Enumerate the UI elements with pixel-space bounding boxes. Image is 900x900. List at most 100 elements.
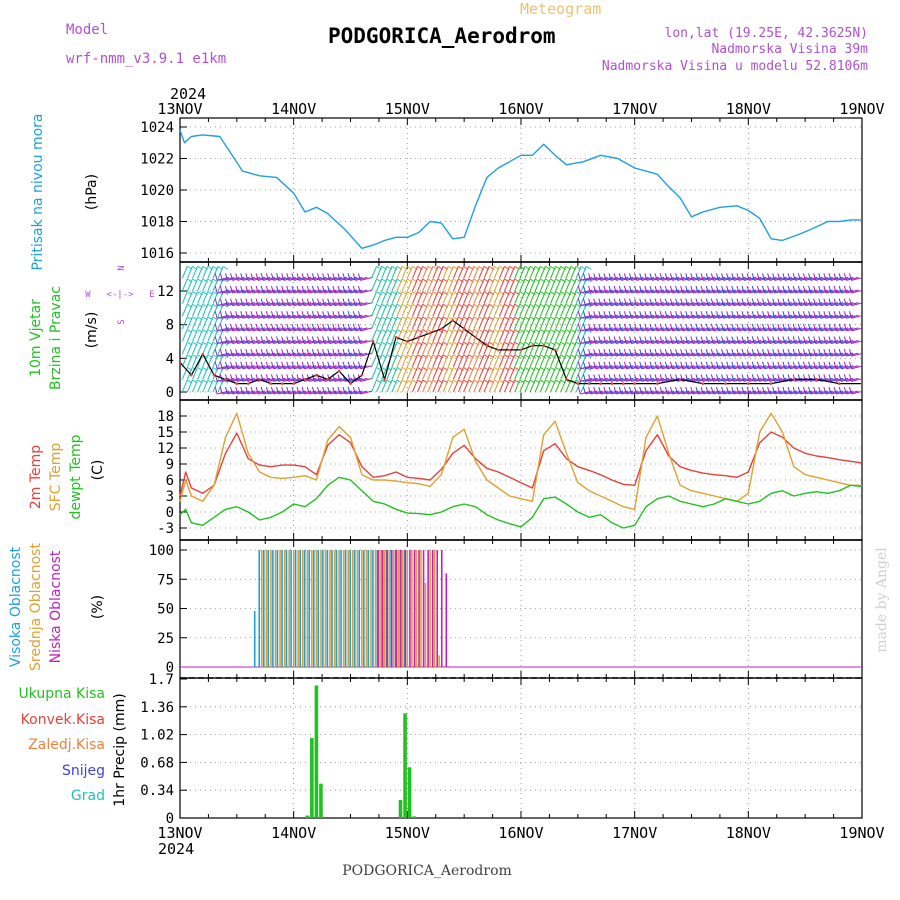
wind-barb-flag [726,273,730,281]
wind-barb-flag [265,273,269,281]
wind-barb-shaft [534,304,541,317]
wind-barb-flag [690,336,694,344]
wind-barb-flag [608,374,612,382]
wind-barb-shaft [560,316,567,330]
wind-barb-flag [270,361,274,369]
wind-barb-shaft [181,329,188,342]
wind-barb [848,336,862,344]
wind-barb-flag [721,323,725,332]
wind-barb-flag [593,273,597,281]
wind-barb-flag [695,285,699,294]
wind-barb-shaft [186,304,193,317]
wind-barb-shaft [498,329,505,342]
wind-barb-shaft [565,341,572,355]
wind-barb-flag [352,285,356,294]
wind-barb-shaft [458,278,464,292]
wind-barb-flag [623,361,627,369]
wind-barb-flag [762,336,765,344]
wind-barb-flag [219,348,223,357]
wind-barb-shaft [381,379,388,393]
wind-barb-flag [797,311,801,319]
wind-barb-flag [276,298,280,306]
wind-barb-flag [222,265,229,270]
wind-barb-shaft [555,329,562,342]
wind-barb-flag [848,374,852,382]
wind-barb-shaft [411,379,418,393]
wind-barb-flag [276,374,280,382]
wind-barb-shaft [539,291,546,304]
wind-barb-flag [255,311,259,319]
wind-barb-flag [710,348,714,357]
wind-barb-shaft [478,316,485,330]
wind-barb-flag [792,348,796,357]
wind-barb-shaft [452,278,459,292]
wind-barb-flag [306,348,310,357]
wind-barb-flag [669,311,673,319]
wind-barb-flag [756,348,760,357]
wind-barb-shaft [524,329,531,342]
wind-barb-shaft [401,341,408,355]
wind-barb-flag [598,336,602,344]
wind-speed-point [190,373,193,377]
wind-speed-point [201,352,205,356]
wind-barb-shaft [478,367,485,380]
wind-barb-shaft [514,329,521,342]
wind-barb-shaft [565,291,572,304]
wind-barb-shaft [422,367,429,380]
wind-barb-shaft [427,316,434,330]
wind-barb-shaft [463,341,470,355]
wind-barb-flag [710,311,714,319]
wind-barb-shaft [498,291,505,304]
wind-barb-flag [813,361,817,369]
wind-barb-flag [751,348,755,357]
wind-barb-shaft [355,340,368,344]
wind-barb-shaft [391,329,398,342]
wind-barb-shaft [555,354,562,367]
wind-barb-shaft [355,390,368,395]
wind-barb-shaft [473,266,480,279]
wind-barb-flag [623,348,627,357]
wind-barb-flag [311,361,315,369]
wind-barb-flag [777,311,781,319]
wind-barb-shaft [534,379,541,393]
wind-barb-shaft [575,278,582,292]
wind-barb-flag [818,348,822,357]
wind-barb-shaft [539,304,546,317]
wind-barb-shaft [463,354,470,367]
wind-barb-flag [746,323,750,332]
wind-barb-shaft [432,266,439,279]
wind-barb-shaft [539,341,546,355]
wind-barb-flag [715,323,719,332]
wind-barb-shaft [386,278,393,292]
wind-barb-flag [286,386,290,395]
wind-speed-point [815,378,818,381]
wind-barb-flag [327,311,331,319]
wind-barb-shaft [212,291,219,304]
wind-barb-shaft [422,304,429,317]
wind-barb-flag [332,336,336,344]
wind-barb [843,386,859,395]
wind-barb-flag [685,311,689,319]
wind-barb-shaft [442,266,449,279]
wind-barb-flag [700,374,704,382]
wind-barb-flag [281,311,285,319]
wind-barb-shaft [401,266,408,279]
wind-barb-shaft [534,367,541,380]
wind-barb-shaft [555,266,562,279]
wind-barb-shaft [391,316,398,330]
wind-barb-flag [577,323,581,332]
wind-speed-point [656,382,659,385]
lonlat: lon,lat (19.25E, 42.3625N) [665,26,869,41]
wind-barb-flag [311,298,315,306]
wind-barb-flag [649,298,653,306]
wind-barb-flag [818,336,822,344]
wind-barb-flag [848,311,852,319]
wind-barb-shaft [432,367,439,380]
wind-barb-flag [224,273,228,281]
wind-barb-flag [695,336,699,344]
wind-speed-point [371,340,375,343]
wind-barb-flag [843,374,847,382]
wind-barb-shaft [355,276,368,281]
wind-barb-shaft [509,291,516,304]
wind-barb-flag [772,361,776,369]
